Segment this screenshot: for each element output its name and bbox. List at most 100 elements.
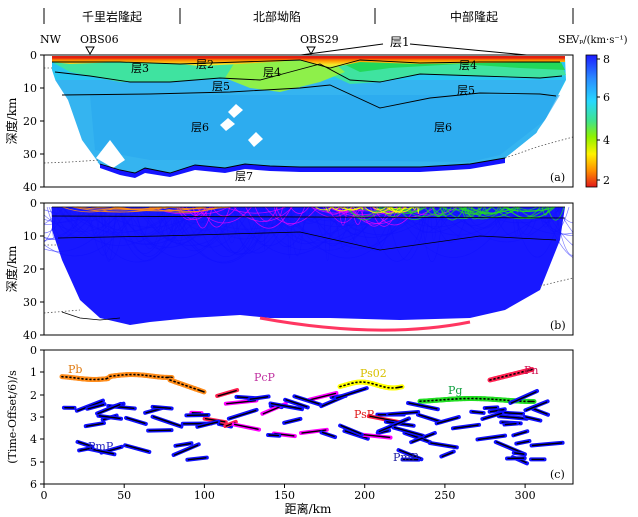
x-tick-label: 300 bbox=[515, 489, 536, 502]
ray-path bbox=[286, 206, 409, 259]
y-axis-label: (Time-Offset/6)/s bbox=[6, 370, 19, 464]
ray-path bbox=[126, 206, 237, 259]
panel-tag: (b) bbox=[550, 319, 566, 332]
panel-a-yaxis: 0 10 20 30 40 bbox=[23, 49, 44, 194]
ray-path bbox=[44, 206, 97, 241]
region-label: 北部坳陷 bbox=[253, 9, 301, 24]
travel-time-pick bbox=[204, 417, 226, 423]
colorbar-label: Vₚ/(km·s⁻¹) bbox=[571, 35, 628, 46]
travel-time-pick bbox=[344, 430, 368, 439]
sediment-layer bbox=[52, 57, 565, 68]
colorbar-tick: 6 bbox=[603, 91, 610, 104]
ray-path bbox=[323, 206, 332, 261]
travel-time-pick bbox=[152, 415, 182, 427]
panel-b: (b) 0 10 20 30 40 深度/km bbox=[4, 197, 574, 342]
ray-path bbox=[233, 206, 265, 254]
layer-label: 层2 bbox=[196, 58, 214, 71]
layer-label: 层4 bbox=[263, 66, 281, 79]
travel-time-pick bbox=[362, 434, 391, 439]
travel-time-pick bbox=[234, 423, 259, 430]
y-tick-label: 40 bbox=[23, 329, 37, 342]
phase-label: PmP bbox=[88, 440, 114, 453]
ray-path bbox=[117, 206, 172, 254]
ray-path bbox=[44, 206, 99, 240]
travel-time-pick bbox=[335, 388, 367, 399]
ray-path bbox=[386, 206, 407, 212]
travel-time-pick bbox=[309, 392, 337, 401]
travel-time-pick bbox=[499, 415, 527, 420]
nw-label: NW bbox=[40, 33, 62, 46]
travel-time-pick bbox=[388, 411, 418, 416]
travel-time-pick bbox=[504, 422, 517, 426]
travel-time-pick bbox=[514, 452, 525, 455]
ray-path bbox=[175, 206, 235, 247]
y-tick-label: 5 bbox=[30, 456, 37, 469]
travel-time-pick bbox=[229, 409, 257, 420]
ray-path bbox=[333, 206, 391, 216]
ray-path bbox=[278, 206, 379, 251]
y-tick-label: 10 bbox=[23, 82, 37, 95]
phase-labels: Pb PmP PcP Ps02 PsP Pg Pn PmP bbox=[68, 363, 539, 464]
phase-label: Ps02 bbox=[360, 367, 387, 380]
ray-path bbox=[322, 206, 345, 215]
y-tick-label: 0 bbox=[30, 197, 37, 210]
ray-path bbox=[254, 206, 345, 221]
travel-time-pick bbox=[98, 415, 121, 420]
ray-path bbox=[44, 206, 140, 257]
travel-time-pick bbox=[284, 418, 301, 424]
ray-path bbox=[183, 206, 215, 237]
layer-label: 层5 bbox=[457, 84, 475, 97]
layer-label: 层6 bbox=[191, 121, 209, 134]
ray-path bbox=[263, 206, 266, 250]
ray-path bbox=[132, 206, 188, 250]
ray-path bbox=[63, 206, 139, 237]
obs-marker-icon bbox=[306, 46, 316, 56]
ray-path bbox=[158, 206, 222, 213]
ray-path bbox=[62, 206, 118, 213]
ray-path bbox=[431, 206, 447, 216]
ray-path bbox=[155, 206, 195, 232]
ray-path bbox=[547, 206, 565, 221]
y-tick-label: 1 bbox=[30, 366, 37, 379]
ray-path bbox=[211, 206, 237, 217]
travel-time-pick bbox=[436, 416, 459, 425]
travel-time-pick bbox=[525, 368, 533, 372]
travel-time-pick bbox=[408, 402, 438, 410]
ray-path bbox=[100, 206, 107, 228]
ray-path bbox=[501, 206, 554, 212]
layer1-label: 层1 bbox=[390, 35, 410, 49]
panel-tag: (a) bbox=[550, 171, 565, 184]
ray-path bbox=[262, 206, 311, 248]
ray-path bbox=[439, 206, 466, 221]
travel-time-pick bbox=[268, 434, 280, 437]
x-tick-label: 200 bbox=[354, 489, 375, 502]
ray-path bbox=[56, 206, 182, 246]
y-tick-label: 0 bbox=[30, 344, 37, 357]
ray-path bbox=[417, 206, 420, 214]
travel-time-picks bbox=[59, 367, 565, 466]
panel-b-yaxis: 0 10 20 30 40 bbox=[23, 197, 44, 342]
travel-time-pick bbox=[126, 417, 146, 425]
ray-path bbox=[275, 206, 306, 226]
ray-path bbox=[233, 206, 293, 222]
x-tick-label: 250 bbox=[434, 489, 455, 502]
travel-time-pick bbox=[79, 447, 93, 452]
travel-time-pick bbox=[217, 389, 237, 397]
x-tick-label: 50 bbox=[117, 489, 131, 502]
layer-label: 层3 bbox=[131, 62, 149, 75]
ray-path bbox=[44, 206, 98, 226]
ray-path bbox=[327, 206, 359, 224]
region-label: 千里岩隆起 bbox=[82, 9, 142, 24]
ray-path bbox=[69, 206, 80, 230]
travel-time-pick bbox=[86, 422, 104, 427]
ray-path bbox=[387, 206, 415, 210]
travel-time-pick bbox=[411, 433, 435, 443]
ray-path bbox=[44, 206, 99, 223]
obs-label: OBS06 bbox=[80, 33, 119, 46]
ray-path bbox=[314, 206, 333, 211]
ray-path bbox=[516, 206, 556, 212]
ray-path bbox=[225, 206, 287, 214]
colorbar-tick: 8 bbox=[603, 53, 610, 66]
ray-path bbox=[332, 206, 340, 210]
colorbar: Vₚ/(km·s⁻¹) 8 6 4 2 bbox=[571, 35, 628, 188]
